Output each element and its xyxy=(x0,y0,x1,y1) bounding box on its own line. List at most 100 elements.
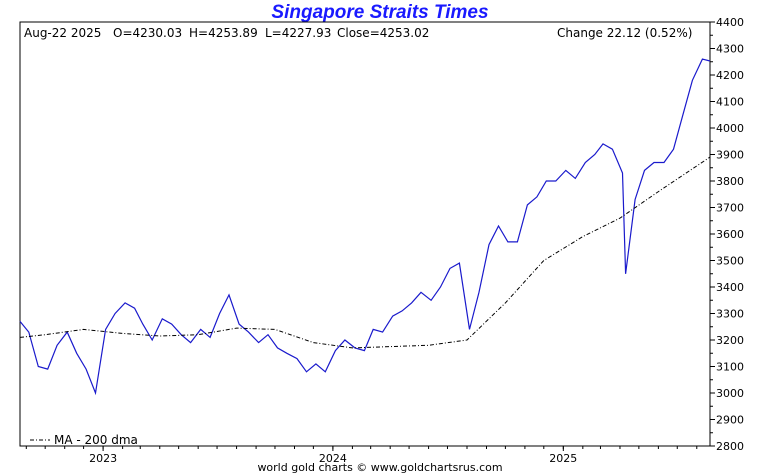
price-point xyxy=(105,329,106,330)
price-point xyxy=(575,178,576,179)
y-tick-label: 3100 xyxy=(716,361,744,374)
ma-point xyxy=(313,342,314,343)
chart-title: Singapore Straits Times xyxy=(271,2,489,23)
price-point xyxy=(344,339,345,340)
ma-point xyxy=(236,328,237,329)
price-point xyxy=(95,392,96,393)
price-point xyxy=(47,369,48,370)
price-point xyxy=(296,358,297,359)
price-line xyxy=(19,58,711,396)
ma-point xyxy=(19,337,20,338)
y-tick-label: 4000 xyxy=(716,122,744,135)
price-point xyxy=(38,366,39,367)
price-point xyxy=(402,310,403,311)
x-tick-label: 2023 xyxy=(89,452,117,465)
price-point xyxy=(469,329,470,330)
price-point xyxy=(411,302,412,303)
price-point xyxy=(134,308,135,309)
price-point xyxy=(258,342,259,343)
x-tick-label: 2024 xyxy=(319,452,347,465)
price-point xyxy=(702,59,703,60)
y-tick-label: 3600 xyxy=(716,228,744,241)
price-point xyxy=(86,369,87,370)
price-point xyxy=(517,241,518,242)
y-tick-label: 3200 xyxy=(716,334,744,347)
price-point xyxy=(190,342,191,343)
price-point xyxy=(248,332,249,333)
y-tick-label: 4200 xyxy=(716,69,744,82)
legend-ma-label: MA - 200 dma xyxy=(54,433,138,447)
info-change: Change 22.12 (0.52%) xyxy=(557,26,692,40)
price-point xyxy=(507,241,508,242)
price-point xyxy=(125,302,126,303)
ma-point xyxy=(122,333,123,334)
y-tick-label: 4300 xyxy=(716,43,744,56)
price-point xyxy=(19,321,20,322)
ma-point xyxy=(428,345,429,346)
y-tick-label: 2800 xyxy=(716,440,744,453)
plot-area xyxy=(19,21,711,447)
price-point xyxy=(115,313,116,314)
price-point xyxy=(239,324,240,325)
info-low: L=4227.93 xyxy=(265,26,331,40)
ma-point xyxy=(619,218,620,219)
price-point xyxy=(449,268,450,269)
price-point xyxy=(200,329,201,330)
y-tick-label: 3500 xyxy=(716,255,744,268)
ma-point xyxy=(543,260,544,261)
price-point xyxy=(373,329,374,330)
price-point xyxy=(635,199,636,200)
price-point xyxy=(625,273,626,274)
price-point xyxy=(555,180,556,181)
price-point xyxy=(325,371,326,372)
price-point xyxy=(488,244,489,245)
price-point xyxy=(663,162,664,163)
price-point xyxy=(306,371,307,372)
ma-200-line xyxy=(19,156,711,349)
price-point xyxy=(431,300,432,301)
y-tick-label: 3800 xyxy=(716,175,744,188)
ma-point xyxy=(83,329,84,330)
price-point xyxy=(673,149,674,150)
price-point xyxy=(162,318,163,319)
price-point xyxy=(219,313,220,314)
price-point xyxy=(622,172,623,173)
price-point xyxy=(612,149,613,150)
price-point xyxy=(267,334,268,335)
price-point xyxy=(653,162,654,163)
ma-point xyxy=(159,335,160,336)
price-point xyxy=(594,154,595,155)
ma-point xyxy=(505,302,506,303)
x-tick-label: 2025 xyxy=(549,452,577,465)
price-point xyxy=(315,363,316,364)
price-point xyxy=(602,143,603,144)
price-point xyxy=(286,353,287,354)
footer-credit: world gold charts © www.goldchartsrus.co… xyxy=(257,461,503,474)
price-point xyxy=(478,292,479,293)
ma-point xyxy=(582,236,583,237)
price-point xyxy=(392,316,393,317)
price-point xyxy=(498,225,499,226)
price-point xyxy=(527,204,528,205)
info-date: Aug-22 2025 xyxy=(24,26,101,40)
ma-point xyxy=(198,334,199,335)
price-point xyxy=(682,114,683,115)
price-point xyxy=(565,170,566,171)
y-tick-label: 3000 xyxy=(716,387,744,400)
ma-point xyxy=(466,339,467,340)
price-point xyxy=(171,324,172,325)
y-tick-label: 3400 xyxy=(716,281,744,294)
y-tick-label: 2900 xyxy=(716,414,744,427)
price-point xyxy=(152,339,153,340)
info-open: O=4230.03 xyxy=(113,26,182,40)
price-point xyxy=(459,263,460,264)
y-tick-label: 4400 xyxy=(716,16,744,29)
price-point xyxy=(277,347,278,348)
price-point xyxy=(692,80,693,81)
price-point xyxy=(210,337,211,338)
ma-point xyxy=(709,157,710,158)
price-point xyxy=(364,350,365,351)
price-point xyxy=(76,353,77,354)
price-point xyxy=(420,292,421,293)
